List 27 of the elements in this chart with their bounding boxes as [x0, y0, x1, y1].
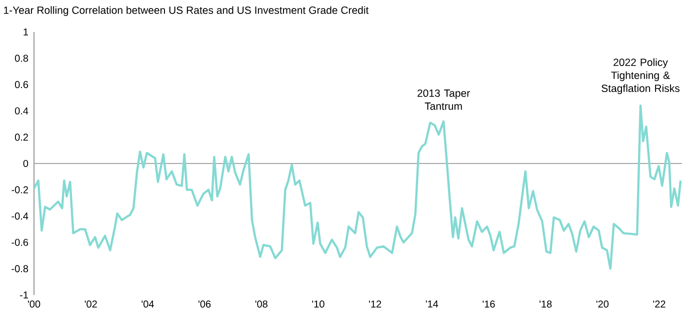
x-tick-label: '14: [426, 300, 438, 308]
y-tick-label: -0.6: [12, 238, 28, 246]
line-series: [32, 104, 682, 270]
x-tick-label: '16: [482, 300, 495, 308]
x-tick-label: '04: [142, 300, 154, 308]
x-tick-label: '20: [596, 300, 609, 308]
x-tick-label: '06: [198, 300, 211, 308]
annotation: 2022 Policy Tightening & Stagflation Risks: [602, 58, 680, 94]
annotation: 2013 Taper Tantrum: [418, 89, 470, 110]
y-tick-label: 0.2: [14, 134, 28, 141]
x-tick-label: '10: [312, 300, 324, 308]
x-tick-label: '02: [84, 300, 97, 308]
y-tick-label: 0.8: [14, 54, 28, 62]
y-tick-label: 0.4: [14, 107, 28, 114]
y-tick-label: -0.8: [12, 265, 28, 272]
y-tick-label: 0.6: [14, 81, 28, 88]
y-tick-label: -0.4: [12, 212, 28, 220]
x-tick-label: '08: [255, 300, 268, 308]
y-tick-label: 1: [24, 28, 28, 36]
chart-title: 1-Year Rolling Correlation between US Rates and US Investment Grade Credit: [4, 6, 369, 16]
y-tick-label: -0.2: [12, 186, 28, 194]
y-tick-label: -1: [20, 292, 28, 298]
x-tick-label: '12: [369, 300, 382, 308]
y-tick-label: 0: [23, 160, 28, 168]
x-tick-label: '00: [28, 300, 40, 308]
x-tick-label: '18: [540, 300, 552, 308]
x-tick-label: '22: [653, 300, 666, 308]
